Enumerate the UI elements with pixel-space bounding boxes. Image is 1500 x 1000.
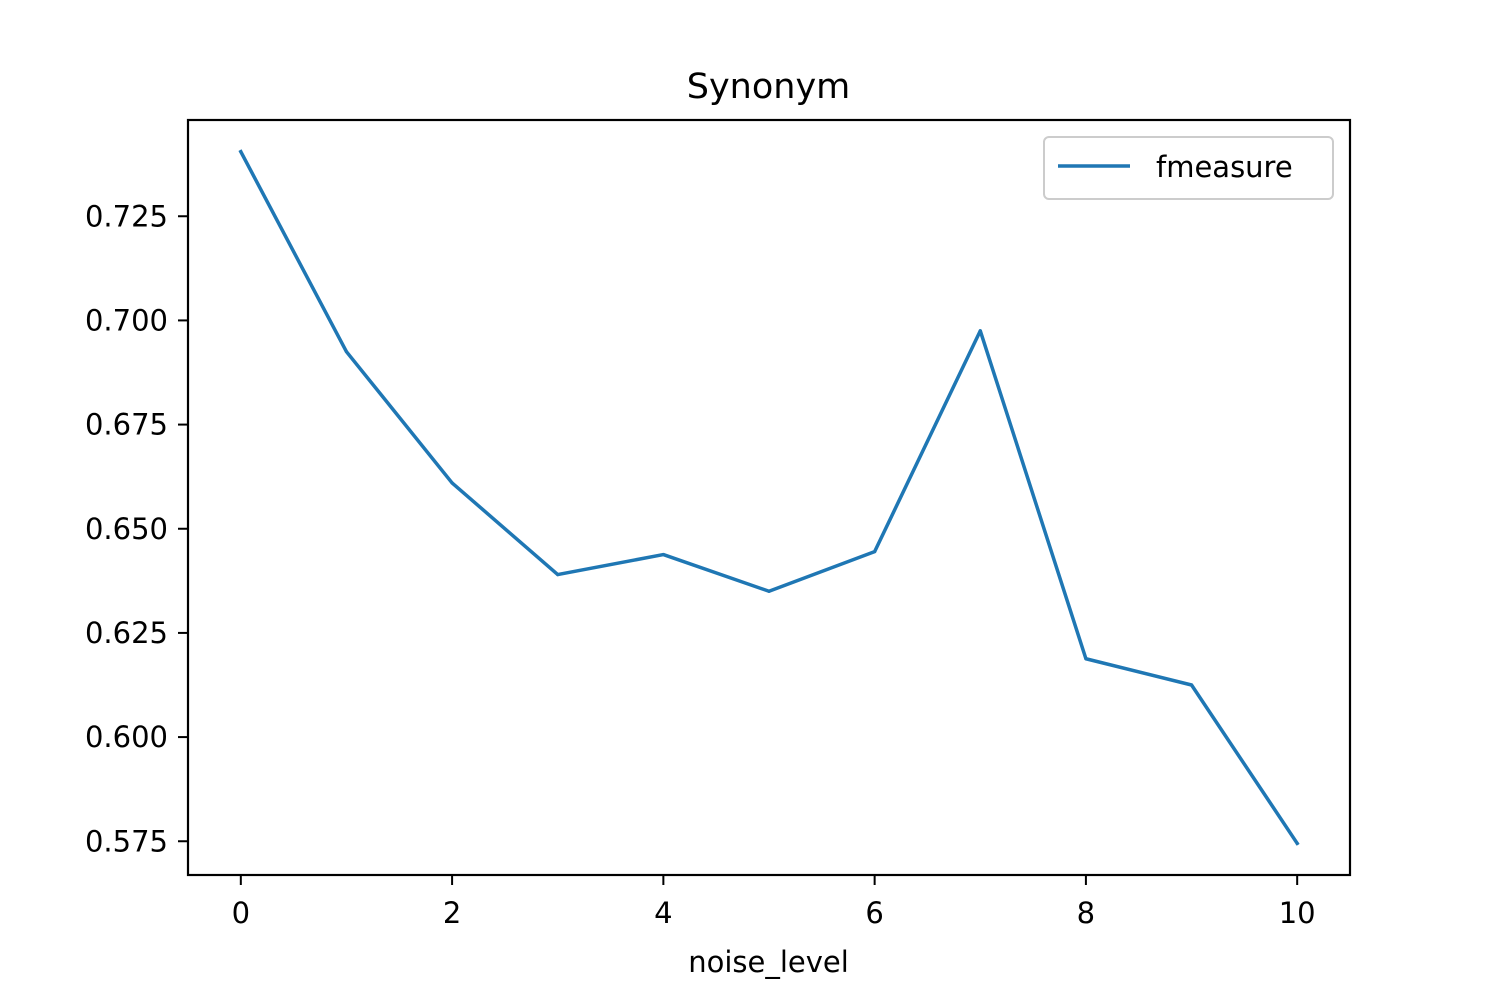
x-tick-label: 8 — [1077, 896, 1095, 930]
data-point — [239, 150, 243, 154]
data-point — [661, 552, 665, 557]
data-point — [344, 350, 349, 354]
plot-area: 0 2 4 6 8 10 0.575 0.600 0.625 0.650 0.675 0.700 0.7… — [85, 118, 1352, 930]
legend-box — [1043, 136, 1334, 200]
y-tick-label: 0.650 — [85, 512, 168, 546]
y-tick-label: 0.600 — [85, 720, 168, 754]
data-point — [1084, 657, 1088, 661]
y-tick-label: 0.575 — [85, 824, 168, 858]
x-axis-label: noise_level — [688, 945, 849, 979]
x-tick-label: 2 — [443, 896, 461, 930]
legend-label-0: fmeasure — [1156, 150, 1293, 184]
y-tick-label: 0.700 — [85, 303, 168, 337]
x-tick-label: 10 — [1279, 896, 1316, 930]
y-tick-label: 0.675 — [85, 408, 168, 442]
legend: fmeasure — [1043, 136, 1334, 200]
x-tick-label: 6 — [865, 896, 883, 930]
data-point — [978, 329, 982, 333]
y-tick-label: 0.625 — [85, 616, 168, 650]
data-point — [556, 572, 560, 577]
data-point — [873, 550, 877, 554]
x-tick-label: 4 — [654, 896, 672, 930]
y-tick-label: 0.725 — [85, 199, 168, 233]
data-point — [1295, 841, 1299, 845]
chart-title: Synonym — [687, 67, 851, 107]
axes-frame — [186, 118, 1352, 877]
data-point — [450, 481, 454, 485]
data-point — [767, 589, 771, 593]
data-point — [1189, 683, 1194, 687]
x-tick-label: 0 — [232, 896, 250, 930]
